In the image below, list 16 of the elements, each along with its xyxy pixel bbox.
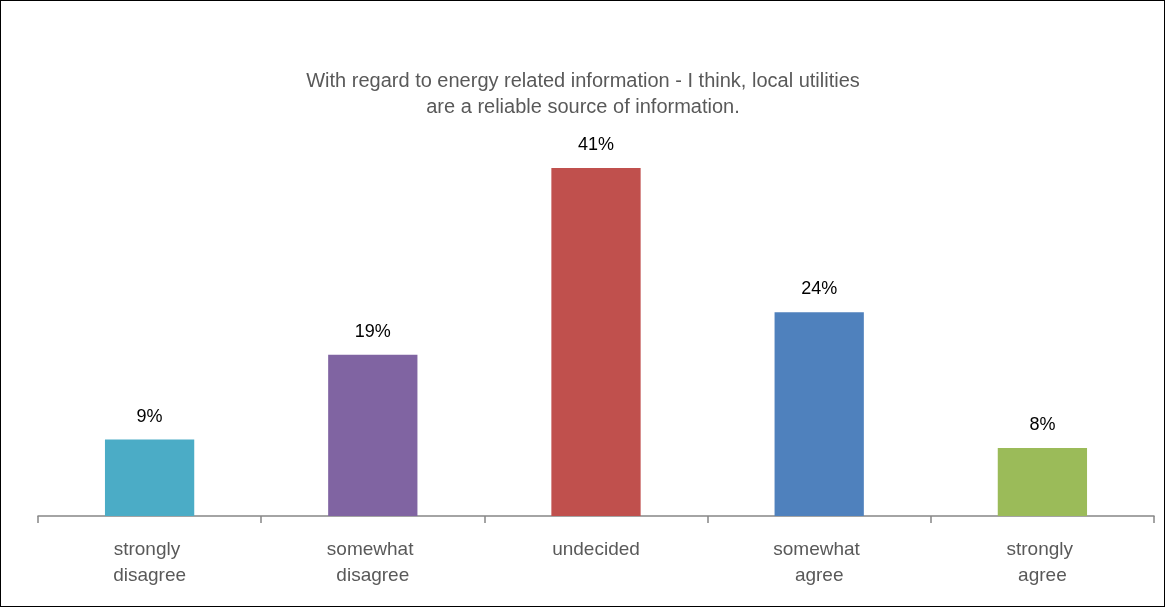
x-tick-label: somewhat agree — [773, 537, 866, 585]
chart-title: With regard to energy related information - I think, local utilities are a reliable source of information. — [306, 69, 860, 117]
data-label: 41% — [577, 134, 615, 154]
data-label: 24% — [801, 278, 838, 299]
data-label: 8% — [1029, 414, 1056, 435]
x-tick-label: strongly agree — [1006, 537, 1079, 585]
data-label: 9% — [136, 405, 163, 426]
bar — [104, 439, 195, 516]
data-label: 19% — [354, 320, 391, 341]
bar — [551, 168, 641, 516]
x-tick-label: strongly disagree — [113, 537, 187, 585]
x-tick-label: undecided — [552, 537, 640, 559]
bar — [774, 312, 864, 516]
x-tick-label: somewhat disagree — [326, 537, 419, 585]
bar — [997, 448, 1088, 516]
bar — [328, 354, 418, 516]
